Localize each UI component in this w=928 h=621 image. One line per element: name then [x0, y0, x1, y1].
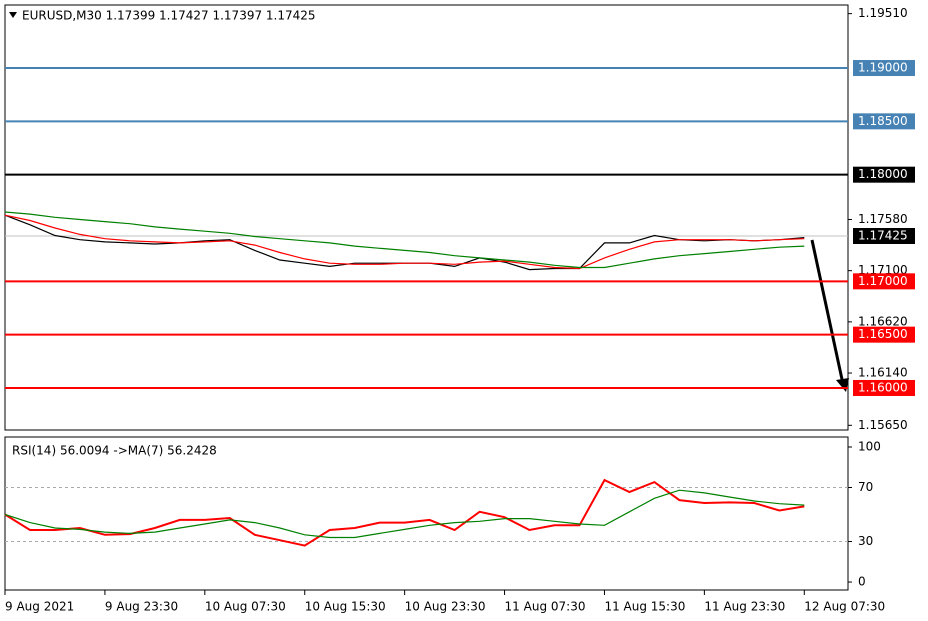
x-tick-label: 10 Aug 15:30	[305, 600, 386, 614]
y-tick-label: 1.17580	[858, 212, 908, 226]
price-title: EURUSD,M30 1.17399 1.17427 1.17397 1.174…	[22, 9, 316, 23]
level-label: 1.16500	[858, 327, 908, 341]
rsi-title: RSI(14) 56.0094 ->MA(7) 56.2428	[12, 444, 217, 458]
last-price-box	[853, 228, 915, 245]
level-label: 1.17000	[858, 274, 908, 288]
y-tick-label: 70	[858, 480, 873, 494]
forecast-arrow	[810, 239, 845, 385]
x-tick-label: 9 Aug 23:30	[105, 600, 178, 614]
series-line	[4, 489, 805, 539]
series-line	[4, 211, 805, 269]
x-tick-label: 11 Aug 07:30	[505, 600, 586, 614]
level-label: 1.19000	[858, 61, 908, 75]
symbol-menu-icon[interactable]	[9, 12, 17, 18]
x-tick-label: 12 Aug 07:30	[804, 600, 885, 614]
y-tick-label: 30	[858, 534, 873, 548]
x-tick-label: 11 Aug 15:30	[604, 600, 685, 614]
level-label-box	[853, 273, 915, 290]
series-line	[4, 478, 805, 547]
y-tick-label: 1.16620	[858, 314, 908, 328]
level-label-box	[853, 166, 915, 183]
level-label: 1.18500	[858, 114, 908, 128]
last-price-label: 1.17425	[858, 229, 908, 243]
x-tick-label: 10 Aug 07:30	[205, 600, 286, 614]
price-panel	[4, 4, 849, 431]
level-label: 1.16000	[858, 380, 908, 394]
level-label-box	[853, 113, 915, 130]
level-label-box	[853, 60, 915, 77]
y-tick-label: 1.16140	[858, 366, 908, 380]
y-tick-label: 1.15650	[858, 418, 908, 432]
y-tick-label: 100	[858, 439, 881, 453]
series-line	[4, 214, 805, 270]
level-label: 1.18000	[858, 167, 908, 181]
y-tick-label: 1.19510	[858, 6, 908, 20]
rsi-panel	[4, 436, 849, 591]
x-tick-label: 11 Aug 23:30	[704, 600, 785, 614]
level-label-box	[853, 379, 915, 396]
y-tick-label: 0	[858, 575, 866, 589]
level-label-box	[853, 326, 915, 343]
x-tick-label: 9 Aug 2021	[5, 600, 74, 614]
x-tick-label: 10 Aug 23:30	[405, 600, 486, 614]
